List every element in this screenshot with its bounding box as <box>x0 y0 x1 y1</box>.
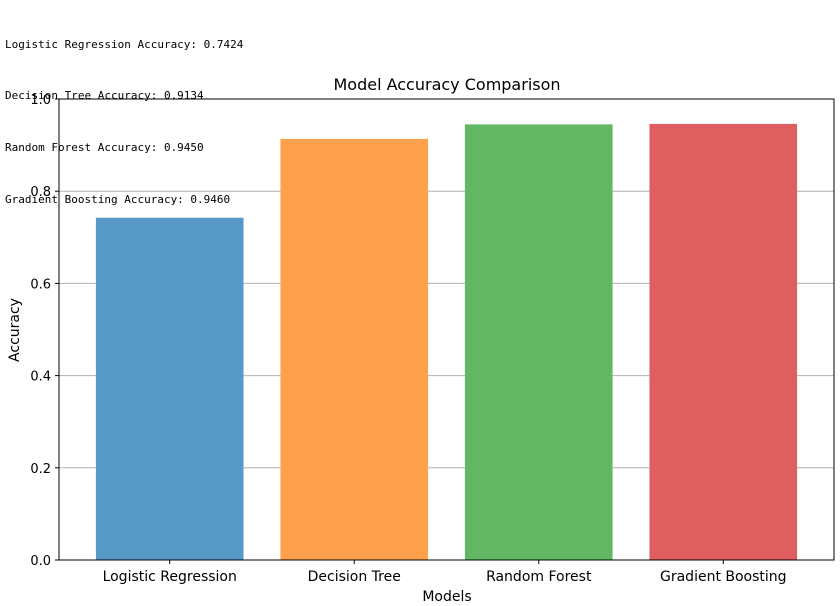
y-tick-label: 0.2 <box>30 462 51 477</box>
chart-title: Model Accuracy Comparison <box>333 75 560 94</box>
x-ticks: Logistic Regression Decision Tree Random F… <box>103 560 787 585</box>
y-tick-label: 0.4 <box>30 370 51 385</box>
plot-frame <box>58 98 835 561</box>
output-line: Gradient Boosting Accuracy: 0.9460 <box>5 193 231 207</box>
y-tick-label: 1.0 <box>30 93 51 108</box>
output-line: Logistic Regression Accuracy: 0.7424 <box>5 37 244 51</box>
bar <box>464 124 613 560</box>
x-axis-label: Models <box>422 589 471 605</box>
y-tick-label: 0.8 <box>30 185 51 200</box>
x-tick-label: Random Forest <box>486 569 592 585</box>
bar <box>95 217 244 560</box>
output-line: Random Forest Accuracy: 0.9450 <box>5 141 204 155</box>
bars <box>95 123 798 561</box>
bar <box>649 123 798 561</box>
x-tick-label: Logistic Regression <box>103 569 237 585</box>
x-tick-label: Gradient Boosting <box>660 569 787 585</box>
y-ticks: 0.0 0.2 0.4 0.6 0.8 1.0 <box>30 93 59 569</box>
y-tick-label: 0.0 <box>30 554 51 569</box>
y-tick-label: 0.6 <box>30 277 51 292</box>
x-tick-label: Decision Tree <box>308 569 401 585</box>
bar <box>280 138 429 560</box>
y-axis-label: Accuracy <box>7 298 23 362</box>
